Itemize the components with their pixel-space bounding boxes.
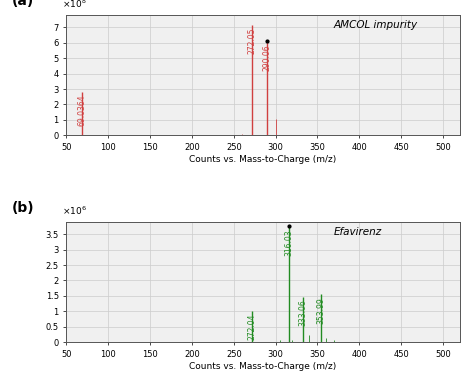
- Text: (b): (b): [11, 201, 34, 215]
- X-axis label: Counts vs. Mass-to-Charge (m/z): Counts vs. Mass-to-Charge (m/z): [190, 155, 337, 164]
- Text: 272.05: 272.05: [248, 27, 257, 54]
- Text: 272.04: 272.04: [248, 314, 257, 340]
- Text: 69.0364: 69.0364: [78, 94, 87, 126]
- Text: ×10$^{8}$: ×10$^{8}$: [63, 0, 87, 10]
- X-axis label: Counts vs. Mass-to-Charge (m/z): Counts vs. Mass-to-Charge (m/z): [190, 362, 337, 371]
- Text: 316.03: 316.03: [284, 230, 293, 256]
- Text: AMCOL impurity: AMCOL impurity: [334, 20, 418, 30]
- Text: 333.06: 333.06: [299, 299, 308, 326]
- Text: 290.06: 290.06: [263, 44, 272, 71]
- Text: Efavirenz: Efavirenz: [334, 227, 382, 237]
- Text: 353.99: 353.99: [316, 297, 325, 323]
- Text: ×10$^{6}$: ×10$^{6}$: [63, 205, 87, 217]
- Text: (a): (a): [11, 0, 34, 8]
